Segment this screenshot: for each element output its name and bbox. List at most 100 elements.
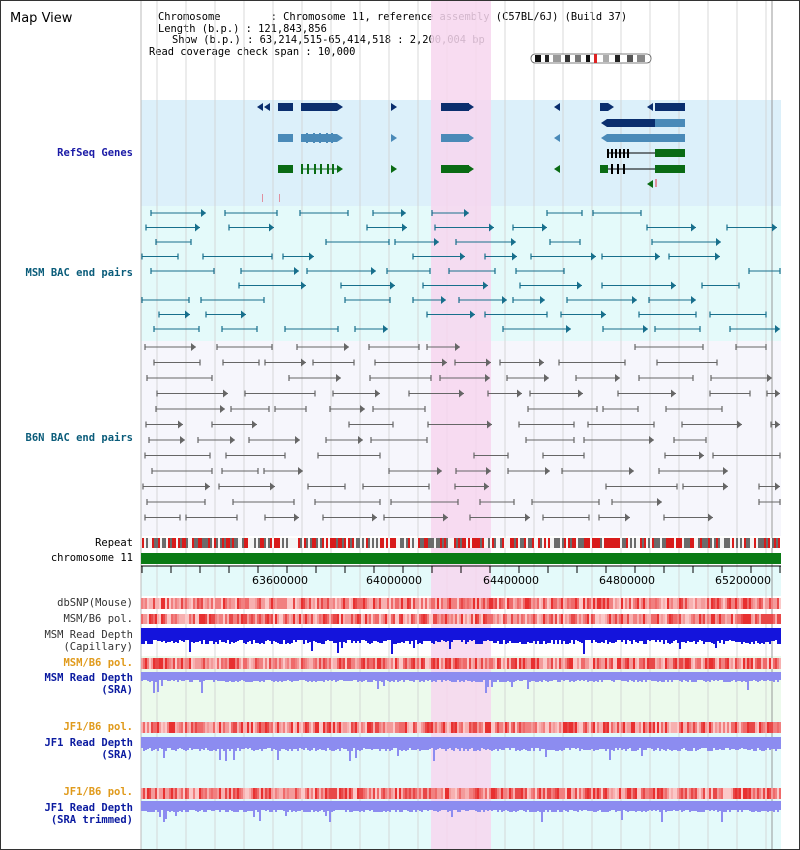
depth-bar [221,737,223,749]
depth-bar [473,801,475,810]
heat-cell [573,614,575,624]
heat-cell [371,598,373,609]
heat-cell [577,598,579,609]
heat-cell [331,658,333,669]
heat-cell [267,722,269,733]
depth-bar [219,672,221,681]
depth-bar [513,628,515,643]
depth-bar [629,737,631,748]
heat-cell [245,598,247,609]
depth-bar [715,628,717,648]
depth-bar [265,737,267,749]
heat-cell [703,788,705,799]
depth-bar [525,801,527,812]
depth-bar [697,628,699,642]
heat-cell [297,788,299,799]
heat-cell [275,598,277,609]
depth-bar [281,801,283,810]
heat-cell [491,614,493,624]
heat-cell [651,598,653,609]
heat-cell [489,614,491,624]
depth-bar [469,801,471,810]
heat-cell [681,788,683,799]
depth-bar [219,737,221,760]
depth-bar [437,672,439,680]
heat-cell [525,658,527,669]
heat-cell [683,598,685,609]
depth-bar [765,628,767,642]
gene-exon [327,164,329,174]
depth-bar [475,672,477,682]
depth-bar [425,628,427,641]
depth-bar [329,801,331,822]
depth-bar [661,628,663,640]
heat-cell [581,722,583,733]
heat-cell [539,598,541,609]
depth-bar [491,628,493,641]
heat-cell [409,614,411,624]
heat-cell [361,614,363,624]
heat-cell [305,658,307,669]
heat-cell [211,614,213,624]
depth-bar [471,672,473,682]
depth-bar [205,628,207,644]
heat-cell [609,598,611,609]
depth-bar [403,628,405,643]
repeat-block [322,538,324,548]
heat-cell [205,598,207,609]
heat-cell [701,614,703,624]
depth-bar [535,737,537,748]
repeat-block [482,538,484,548]
heat-cell [203,788,205,799]
heat-cell [653,788,655,799]
heat-cell [635,722,637,733]
heat-cell [295,658,297,669]
heat-cell [255,788,257,799]
heat-cell [159,614,161,624]
heat-cell [415,658,417,669]
depth-bar [677,672,679,680]
heat-cell [499,788,501,799]
heat-cell [167,598,169,609]
depth-bar [269,801,271,812]
depth-bar [675,628,677,640]
depth-bar [331,801,333,812]
heat-cell [687,722,689,733]
depth-bar [431,628,433,643]
heat-cell [467,788,469,799]
repeat-block [318,538,320,548]
heat-cell [253,788,255,799]
repeat-block [294,538,296,548]
heat-cell [561,614,563,624]
heat-cell [521,658,523,669]
heat-cell [443,598,445,609]
heat-cell [773,614,775,624]
depth-bar [521,672,523,681]
heat-cell [439,598,441,609]
track-label-jf1-depth-2: JF1 Read Depth [44,802,133,814]
heat-cell [675,788,677,799]
depth-bar [243,801,245,812]
repeat-block [404,538,406,548]
heat-cell [597,614,599,624]
length-line: Length (b.p.) : 121,843,856 [158,22,327,35]
heat-cell [699,598,701,609]
heat-cell [601,658,603,669]
heat-cell [197,614,199,624]
depth-bar [731,801,733,810]
heat-cell [757,788,759,799]
heat-cell [575,658,577,669]
depth-bar [561,672,563,680]
heat-cell [749,722,751,733]
depth-bar [603,801,605,812]
depth-bar [431,737,433,748]
depth-bar [471,628,473,641]
repeat-block [772,538,774,548]
bac-arrow-icon [512,252,517,261]
heat-cell [579,598,581,609]
depth-bar [433,737,435,761]
repeat-block [430,538,432,548]
heat-cell [211,598,213,609]
heat-cell [635,614,637,624]
